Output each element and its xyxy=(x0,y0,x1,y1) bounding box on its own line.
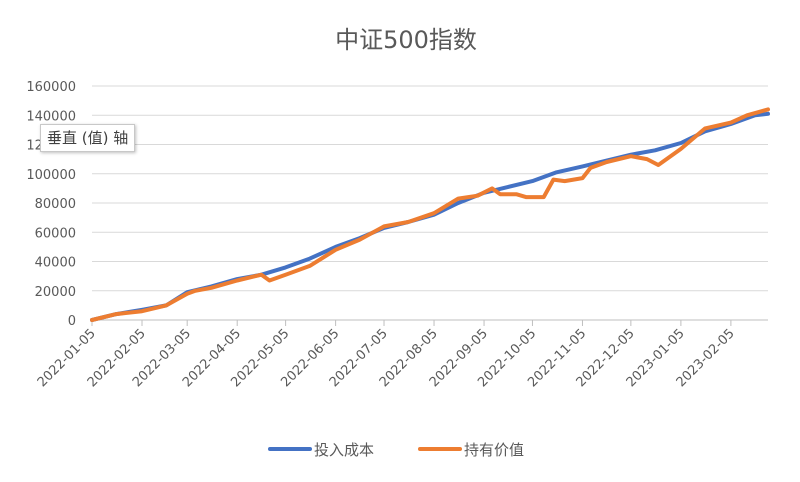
y-tick-label: 80000 xyxy=(35,197,76,212)
y-tick-label: 160000 xyxy=(26,80,76,95)
y-tick-label: 40000 xyxy=(35,256,76,271)
y-tick-label: 0 xyxy=(68,314,76,329)
series-line-value xyxy=(90,107,770,322)
x-axis-ticks: 2022-01-052022-02-052022-03-052022-04-05… xyxy=(35,319,768,390)
y-tick-label: 20000 xyxy=(35,285,76,300)
y-tick-label: 100000 xyxy=(26,168,76,183)
gridlines xyxy=(92,85,768,321)
y-tick-label: 140000 xyxy=(26,109,76,124)
chart-title: 中证500指数 xyxy=(335,26,477,54)
y-axis-title-tooltip: 垂直 (值) 轴 xyxy=(40,124,136,152)
y-tick-label: 60000 xyxy=(35,226,76,241)
legend: 投入成本 持有价值 xyxy=(268,441,524,459)
series-lines xyxy=(90,107,770,322)
legend-label: 投入成本 xyxy=(314,441,374,459)
y-axis-ticks: 0200004000060000800001000001200001400001… xyxy=(26,80,76,329)
legend-label: 持有价值 xyxy=(464,441,524,459)
